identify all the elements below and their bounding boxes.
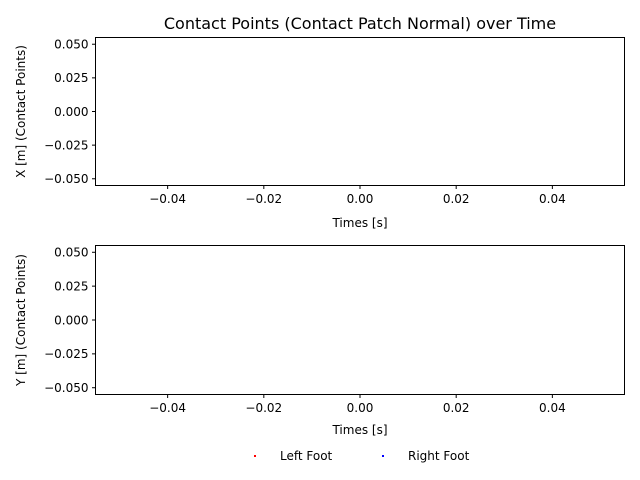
y-tick-label-bottom: 0.050	[54, 246, 88, 260]
x-tick-label-top: −0.02	[245, 192, 282, 206]
x-tick-label-bottom: −0.04	[149, 401, 186, 415]
x-tick-label-top: 0.04	[539, 192, 566, 206]
x-axis-label-top: Times [s]	[331, 216, 387, 230]
x-tick-label-top: 0.02	[443, 192, 470, 206]
y-tick-label-bottom: −0.025	[44, 347, 88, 361]
y-tick-label-top: −0.050	[44, 172, 88, 186]
y-tick-label-bottom: −0.050	[44, 381, 88, 395]
y-axis-label-top: X [m] (Contact Points)	[14, 45, 28, 178]
y-tick-label-bottom: 0.025	[54, 279, 88, 293]
legend-label-left-foot: Left Foot	[280, 449, 333, 463]
axes-top: −0.04 −0.02 0.00 0.02 0.04 0.050 0.025 0.000 −0…	[14, 37, 625, 230]
y-tick-label-top: 0.050	[54, 38, 88, 52]
x-axis-label-bottom: Times [s]	[331, 423, 387, 437]
y-tick-label-top: 0.000	[54, 105, 88, 119]
chart-title: Contact Points (Contact Patch Normal) ov…	[164, 14, 556, 33]
x-tick-label-bottom: −0.02	[245, 401, 282, 415]
y-tick-label-bottom: 0.000	[54, 313, 88, 327]
y-ticks-bottom: 0.050 0.025 0.000 −0.025 −0.050	[44, 246, 96, 395]
x-ticks-top: −0.04 −0.02 0.00 0.02 0.04	[149, 185, 566, 206]
y-axis-label-bottom: Y [m] (Contact Points)	[14, 254, 28, 387]
x-tick-label-bottom: 0.02	[443, 401, 470, 415]
axes-frame-bottom	[95, 245, 625, 395]
x-ticks-bottom: −0.04 −0.02 0.00 0.02 0.04	[149, 394, 566, 415]
y-tick-label-top: 0.025	[54, 71, 88, 85]
axes-bottom: −0.04 −0.02 0.00 0.02 0.04 0.050 0.025 0.000 −0…	[14, 245, 625, 437]
legend-label-right-foot: Right Foot	[408, 449, 470, 463]
x-tick-label-top: 0.00	[347, 192, 374, 206]
y-ticks-top: 0.050 0.025 0.000 −0.025 −0.050	[44, 38, 96, 186]
legend: Left Foot Right Foot	[254, 449, 470, 463]
x-tick-label-top: −0.04	[149, 192, 186, 206]
axes-frame-top	[95, 37, 625, 186]
x-tick-label-bottom: 0.00	[347, 401, 374, 415]
legend-marker-left-foot	[254, 455, 256, 457]
legend-marker-right-foot	[382, 455, 384, 457]
y-tick-label-top: −0.025	[44, 138, 88, 152]
x-tick-label-bottom: 0.04	[539, 401, 566, 415]
